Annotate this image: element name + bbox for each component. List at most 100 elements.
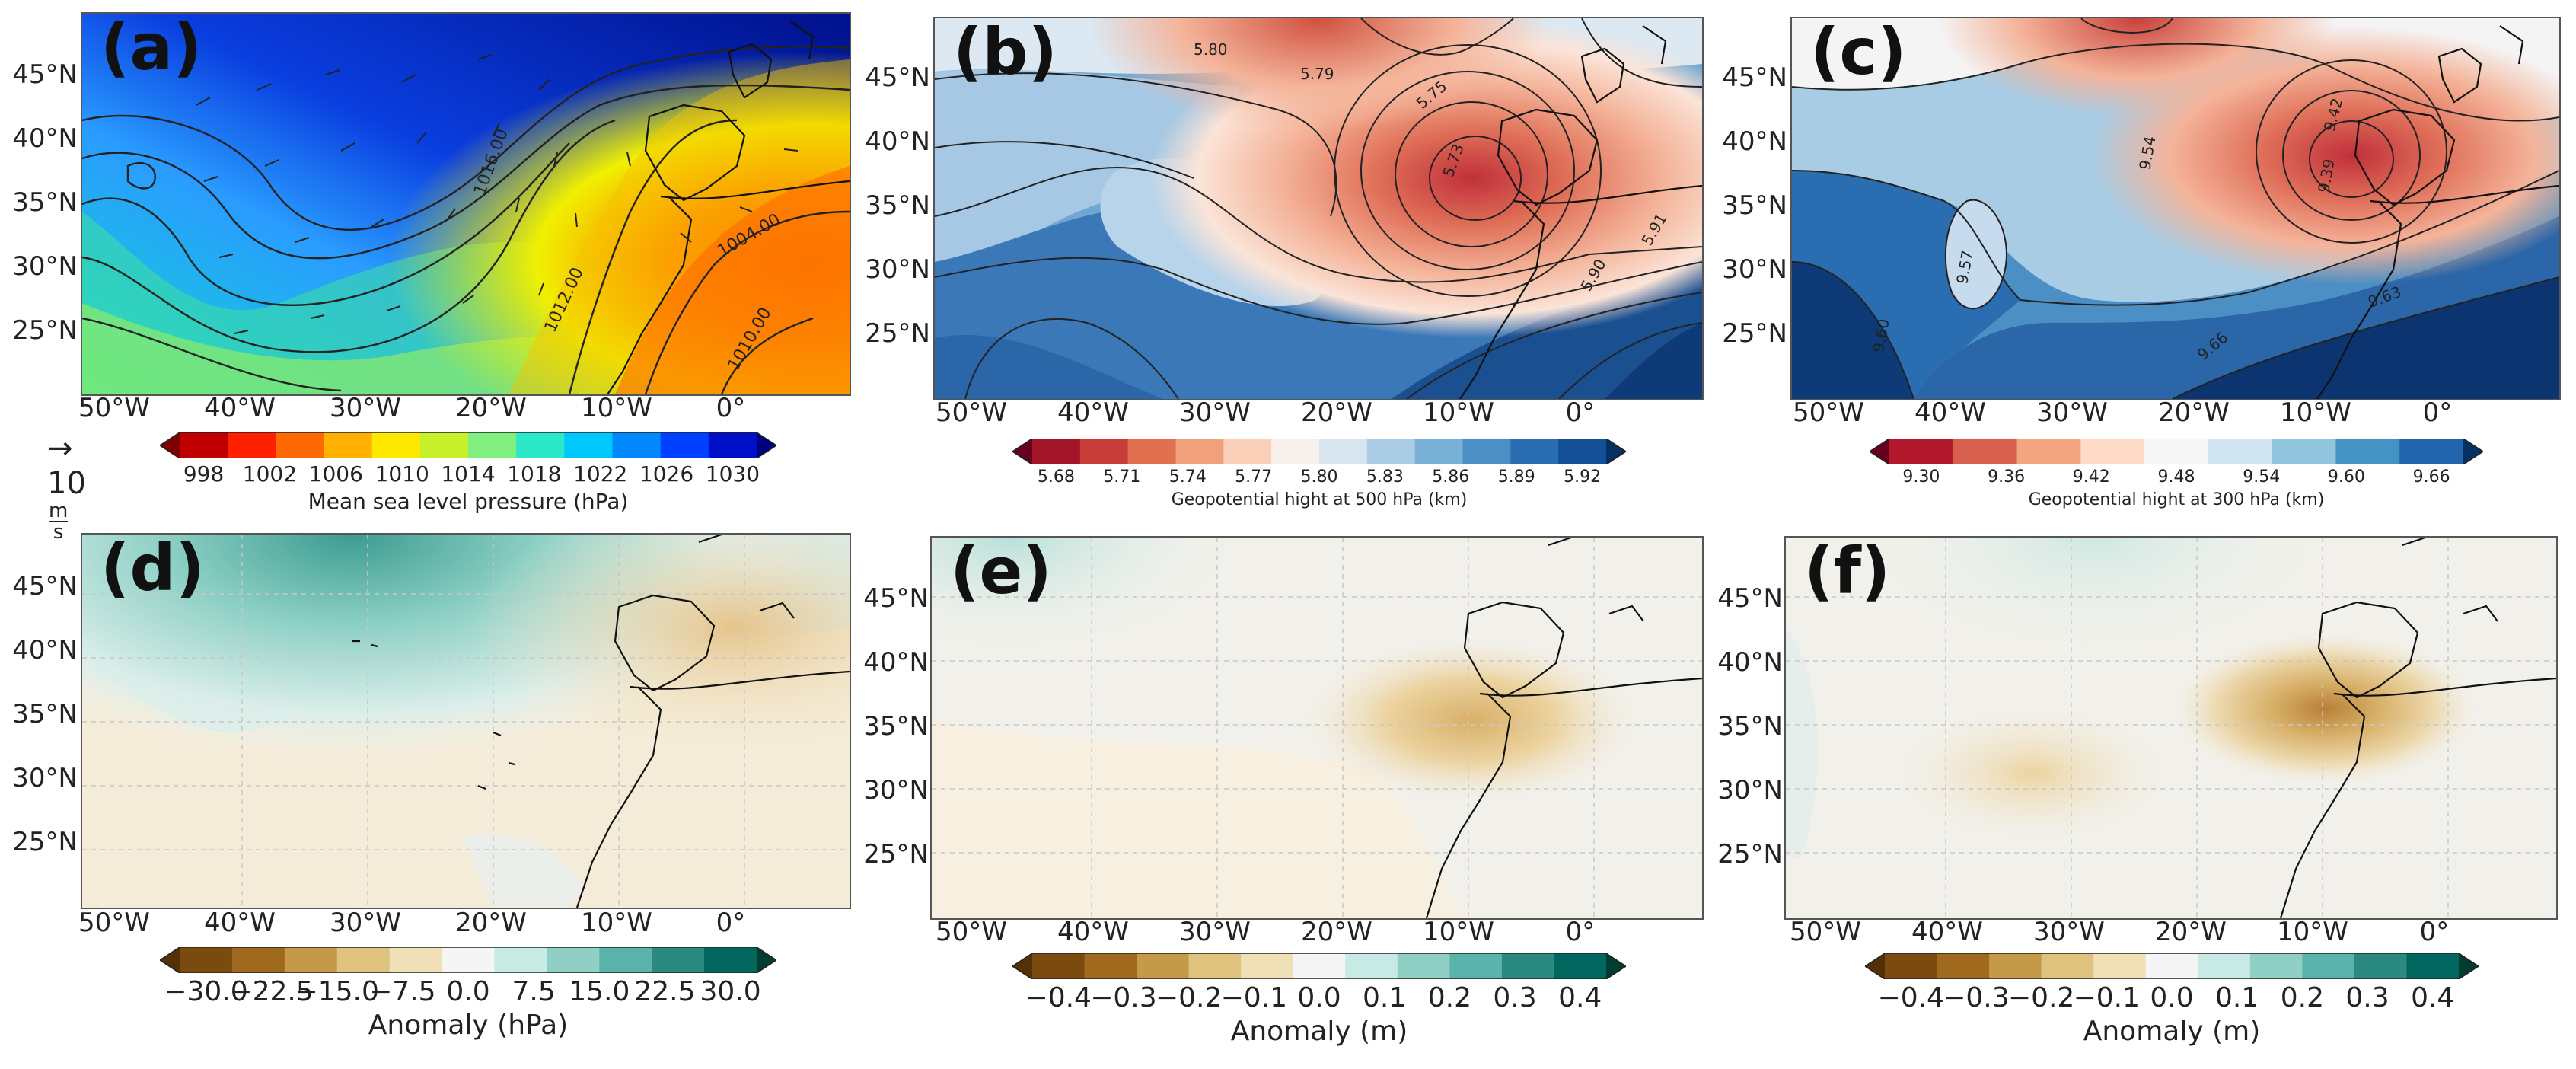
- lat-tick: 25°N: [863, 839, 929, 870]
- lon-tick: 0°: [2422, 397, 2453, 428]
- colorbar-extend-high: [1606, 953, 1626, 979]
- colorbar-segment: [612, 432, 662, 458]
- colorbar-tick: 0.0: [446, 976, 490, 1007]
- colorbar-extend-low: [1870, 439, 1889, 464]
- colorbar-tick: 15.0: [569, 976, 630, 1007]
- colorbar-segment: [2302, 953, 2355, 979]
- map-b: 5.80 5.79 5.75 5.73 5.90 5.91 (b): [933, 17, 1704, 400]
- lat-tick: 25°N: [12, 827, 78, 857]
- colorbar-tick: 5.77: [1235, 467, 1273, 487]
- colorbar-tick: 9.60: [2327, 467, 2365, 487]
- colorbar-segment: [1449, 953, 1503, 979]
- colorbar-label: Anomaly (hPa): [368, 1010, 569, 1041]
- lat-tick: 35°N: [865, 190, 930, 221]
- colorbar-segment: [2399, 439, 2464, 464]
- lon-tick: 0°: [716, 908, 746, 938]
- lon-tick: 20°W: [1301, 397, 1372, 428]
- colorbar-segment: [1366, 439, 1416, 464]
- colorbar-extend-low: [160, 947, 180, 973]
- colorbar-b: 5.68 5.71 5.74 5.77 5.80 5.83 5.86 5.89 5.92 Geop…: [1012, 439, 1626, 522]
- colorbar-segment: [1137, 953, 1190, 979]
- colorbar-segment: [442, 947, 496, 973]
- colorbar-d: −30.0 −22.5 −15.0 −7.5 0.0 7.5 15.0 22.5 30.0 Ano…: [160, 947, 776, 1054]
- colorbar-extend-high: [1606, 439, 1626, 464]
- colorbar-tick: 1010: [375, 461, 429, 487]
- lon-tick: 20°W: [1301, 917, 1372, 947]
- colorbar-segment: [660, 432, 709, 458]
- colorbar-segment: [1889, 439, 1954, 464]
- colorbar-tick: −30.0: [164, 976, 248, 1007]
- colorbar-segment: [371, 432, 421, 458]
- map-b-field: 5.80 5.79 5.75 5.73 5.90 5.91: [935, 18, 1702, 399]
- lon-tick: 30°W: [330, 908, 401, 938]
- colorbar-tick: −0.1: [1220, 982, 1288, 1013]
- colorbar-segment: [1032, 439, 1081, 464]
- colorbar-segment: [1271, 439, 1320, 464]
- colorbar-segment: [231, 947, 285, 973]
- colorbar-tick: 5.74: [1168, 467, 1207, 487]
- colorbar-segment: [564, 432, 614, 458]
- lon-tick: 10°W: [581, 393, 652, 423]
- contour-label: 5.79: [1300, 65, 1334, 83]
- colorbar-tick: 0.4: [1558, 982, 1602, 1013]
- colorbar-segment: [1558, 439, 1607, 464]
- colorbar-tick: 0.3: [2345, 982, 2389, 1013]
- colorbar-segment: [1345, 953, 1398, 979]
- lon-tick: 20°W: [455, 393, 527, 423]
- lon-tick: 30°W: [2033, 917, 2105, 947]
- lon-tick: 20°W: [455, 908, 527, 938]
- panel-a-label: (a): [100, 12, 202, 85]
- colorbar-tick: −0.2: [2007, 982, 2075, 1013]
- colorbar-segment: [228, 432, 276, 458]
- wind-arrow-icon: →: [47, 431, 73, 466]
- colorbar-label: Mean sea level pressure (hPa): [308, 489, 629, 514]
- panel-c-label: (c): [1810, 17, 1907, 89]
- colorbar-segment: [2145, 953, 2198, 979]
- colorbar-bar: [1865, 953, 2479, 979]
- wind-unit-top: m: [49, 499, 69, 522]
- lon-tick: 10°W: [2277, 917, 2348, 947]
- colorbar-segment: [2144, 439, 2209, 464]
- lon-tick: 0°: [1565, 397, 1596, 428]
- colorbar-tick: 22.5: [634, 976, 696, 1007]
- lat-tick: 40°N: [12, 635, 78, 665]
- contour-label: 5.80: [1194, 40, 1228, 59]
- colorbar-extend-high: [757, 947, 776, 973]
- lat-tick: 45°N: [865, 62, 930, 93]
- colorbar-segment: [1127, 439, 1177, 464]
- lat-tick: 45°N: [12, 571, 78, 602]
- lon-tick: 20°W: [2158, 397, 2230, 428]
- colorbar-extend-low: [1012, 953, 1032, 979]
- colorbar-a: 998 1002 1006 1010 1014 1018 1022 1026 1030 Mean …: [160, 432, 776, 524]
- lat-tick: 40°N: [1717, 647, 1783, 678]
- lon-tick: 40°W: [1057, 397, 1129, 428]
- lon-tick: 30°W: [1179, 397, 1251, 428]
- colorbar-label: Geopotential hight at 300 hPa (km): [2028, 490, 2325, 509]
- colorbar-tick: −0.3: [1943, 982, 2010, 1013]
- colorbar-segment: [708, 432, 757, 458]
- colorbar-segment: [180, 432, 228, 458]
- lon-tick: 10°W: [1423, 397, 1494, 428]
- colorbar-extend-high: [757, 432, 776, 458]
- lon-tick: 10°W: [2280, 397, 2351, 428]
- colorbar-tick: −0.1: [2073, 982, 2141, 1013]
- map-e-field: [932, 538, 1702, 918]
- colorbar-segment: [516, 432, 565, 458]
- colorbar-tick: 1018: [507, 461, 562, 487]
- colorbar-segment: [1175, 439, 1224, 464]
- lat-tick: 45°N: [1722, 62, 1787, 93]
- lon-tick: 30°W: [1179, 917, 1251, 947]
- colorbar-segment: [2335, 439, 2400, 464]
- colorbar-c: 9.30 9.36 9.42 9.48 9.54 9.60 9.66 Geopotential…: [1870, 439, 2483, 522]
- colorbar-tick: 0.4: [2411, 982, 2455, 1013]
- lat-tick: 35°N: [12, 187, 78, 218]
- wind-value: 10: [47, 466, 86, 501]
- panel-b-label: (b): [953, 17, 1057, 89]
- colorbar-tick: 5.80: [1300, 467, 1338, 487]
- colorbar-segment: [2272, 439, 2337, 464]
- colorbar-segment: [494, 947, 547, 973]
- panel-d-label: (d): [100, 533, 205, 605]
- lon-tick: 30°W: [2036, 397, 2108, 428]
- colorbar-extend-low: [1865, 953, 1885, 979]
- colorbar-tick: 7.5: [512, 976, 556, 1007]
